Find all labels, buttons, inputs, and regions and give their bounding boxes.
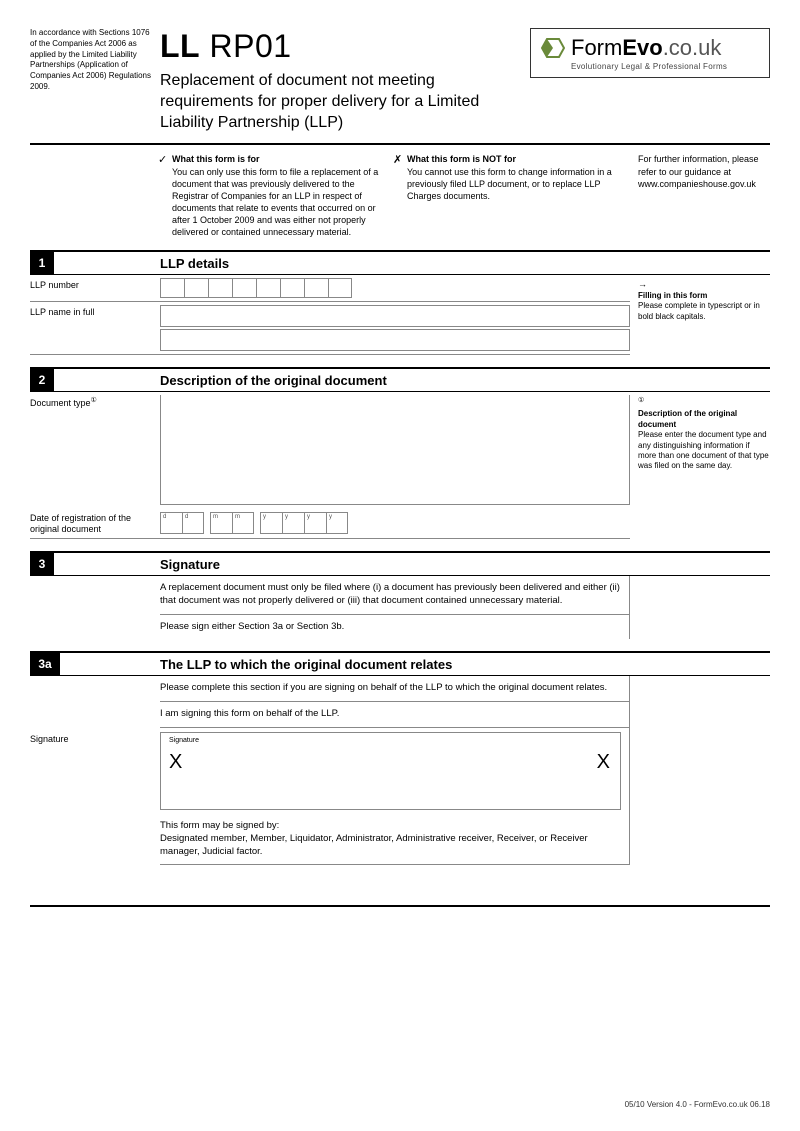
section-1-side-note: → Filling in this form Please complete i… — [630, 275, 770, 355]
form-code: LL RP01 — [160, 28, 518, 65]
form-subtitle: Replacement of document not meeting requ… — [160, 71, 518, 133]
date-registration-input[interactable]: dd mm yyyy — [160, 512, 348, 534]
section-2-number: 2 — [30, 369, 54, 391]
llp-number-input[interactable] — [160, 278, 352, 298]
hexagon-icon — [541, 36, 565, 60]
section-2-side-note: ①Description of the original document Pl… — [630, 392, 770, 539]
what-for: What this form is for You can only use t… — [160, 153, 395, 238]
llp-name-input-2[interactable] — [160, 329, 630, 351]
further-info: For further information, please refer to… — [630, 153, 770, 238]
page-footer: 05/10 Version 4.0 - FormEvo.co.uk 06.18 — [625, 1100, 770, 1109]
section-1-number: 1 — [30, 252, 54, 274]
logo-tagline: Evolutionary Legal & Professional Forms — [571, 62, 759, 71]
signature-box[interactable]: Signature X X — [160, 732, 621, 810]
document-type-label: Document type① — [30, 392, 160, 412]
section-3a-para2: I am signing this form on behalf of the … — [160, 702, 629, 728]
signature-label: Signature — [30, 728, 160, 748]
section-3-title: Signature — [160, 553, 770, 575]
section-2-title: Description of the original document — [160, 369, 770, 391]
document-type-input[interactable] — [160, 395, 630, 505]
section-3-text: A replacement document must only be file… — [160, 576, 629, 615]
section-3a-title: The LLP to which the original document r… — [160, 653, 770, 675]
provider-logo: FormEvo.co.uk Evolutionary Legal & Profe… — [530, 28, 770, 78]
legal-note: In accordance with Sections 1076 of the … — [30, 28, 160, 93]
llp-number-label: LLP number — [30, 275, 160, 301]
section-3-please-sign: Please sign either Section 3a or Section… — [160, 615, 629, 640]
date-registration-label: Date of registration of the original doc… — [30, 508, 160, 538]
signature-x-right: X — [597, 751, 610, 774]
section-3a-para1: Please complete this section if you are … — [160, 676, 629, 702]
signed-by-text: This form may be signed by: Designated m… — [160, 814, 629, 864]
llp-name-input-1[interactable] — [160, 305, 630, 327]
section-3-number: 3 — [30, 553, 54, 575]
signature-tiny-label: Signature — [169, 737, 612, 744]
section-3a-number: 3a — [30, 653, 60, 675]
signature-x-left: X — [169, 751, 182, 774]
what-not-for: What this form is NOT for You cannot use… — [395, 153, 630, 238]
llp-name-label: LLP name in full — [30, 302, 160, 354]
section-1-title: LLP details — [160, 252, 770, 274]
